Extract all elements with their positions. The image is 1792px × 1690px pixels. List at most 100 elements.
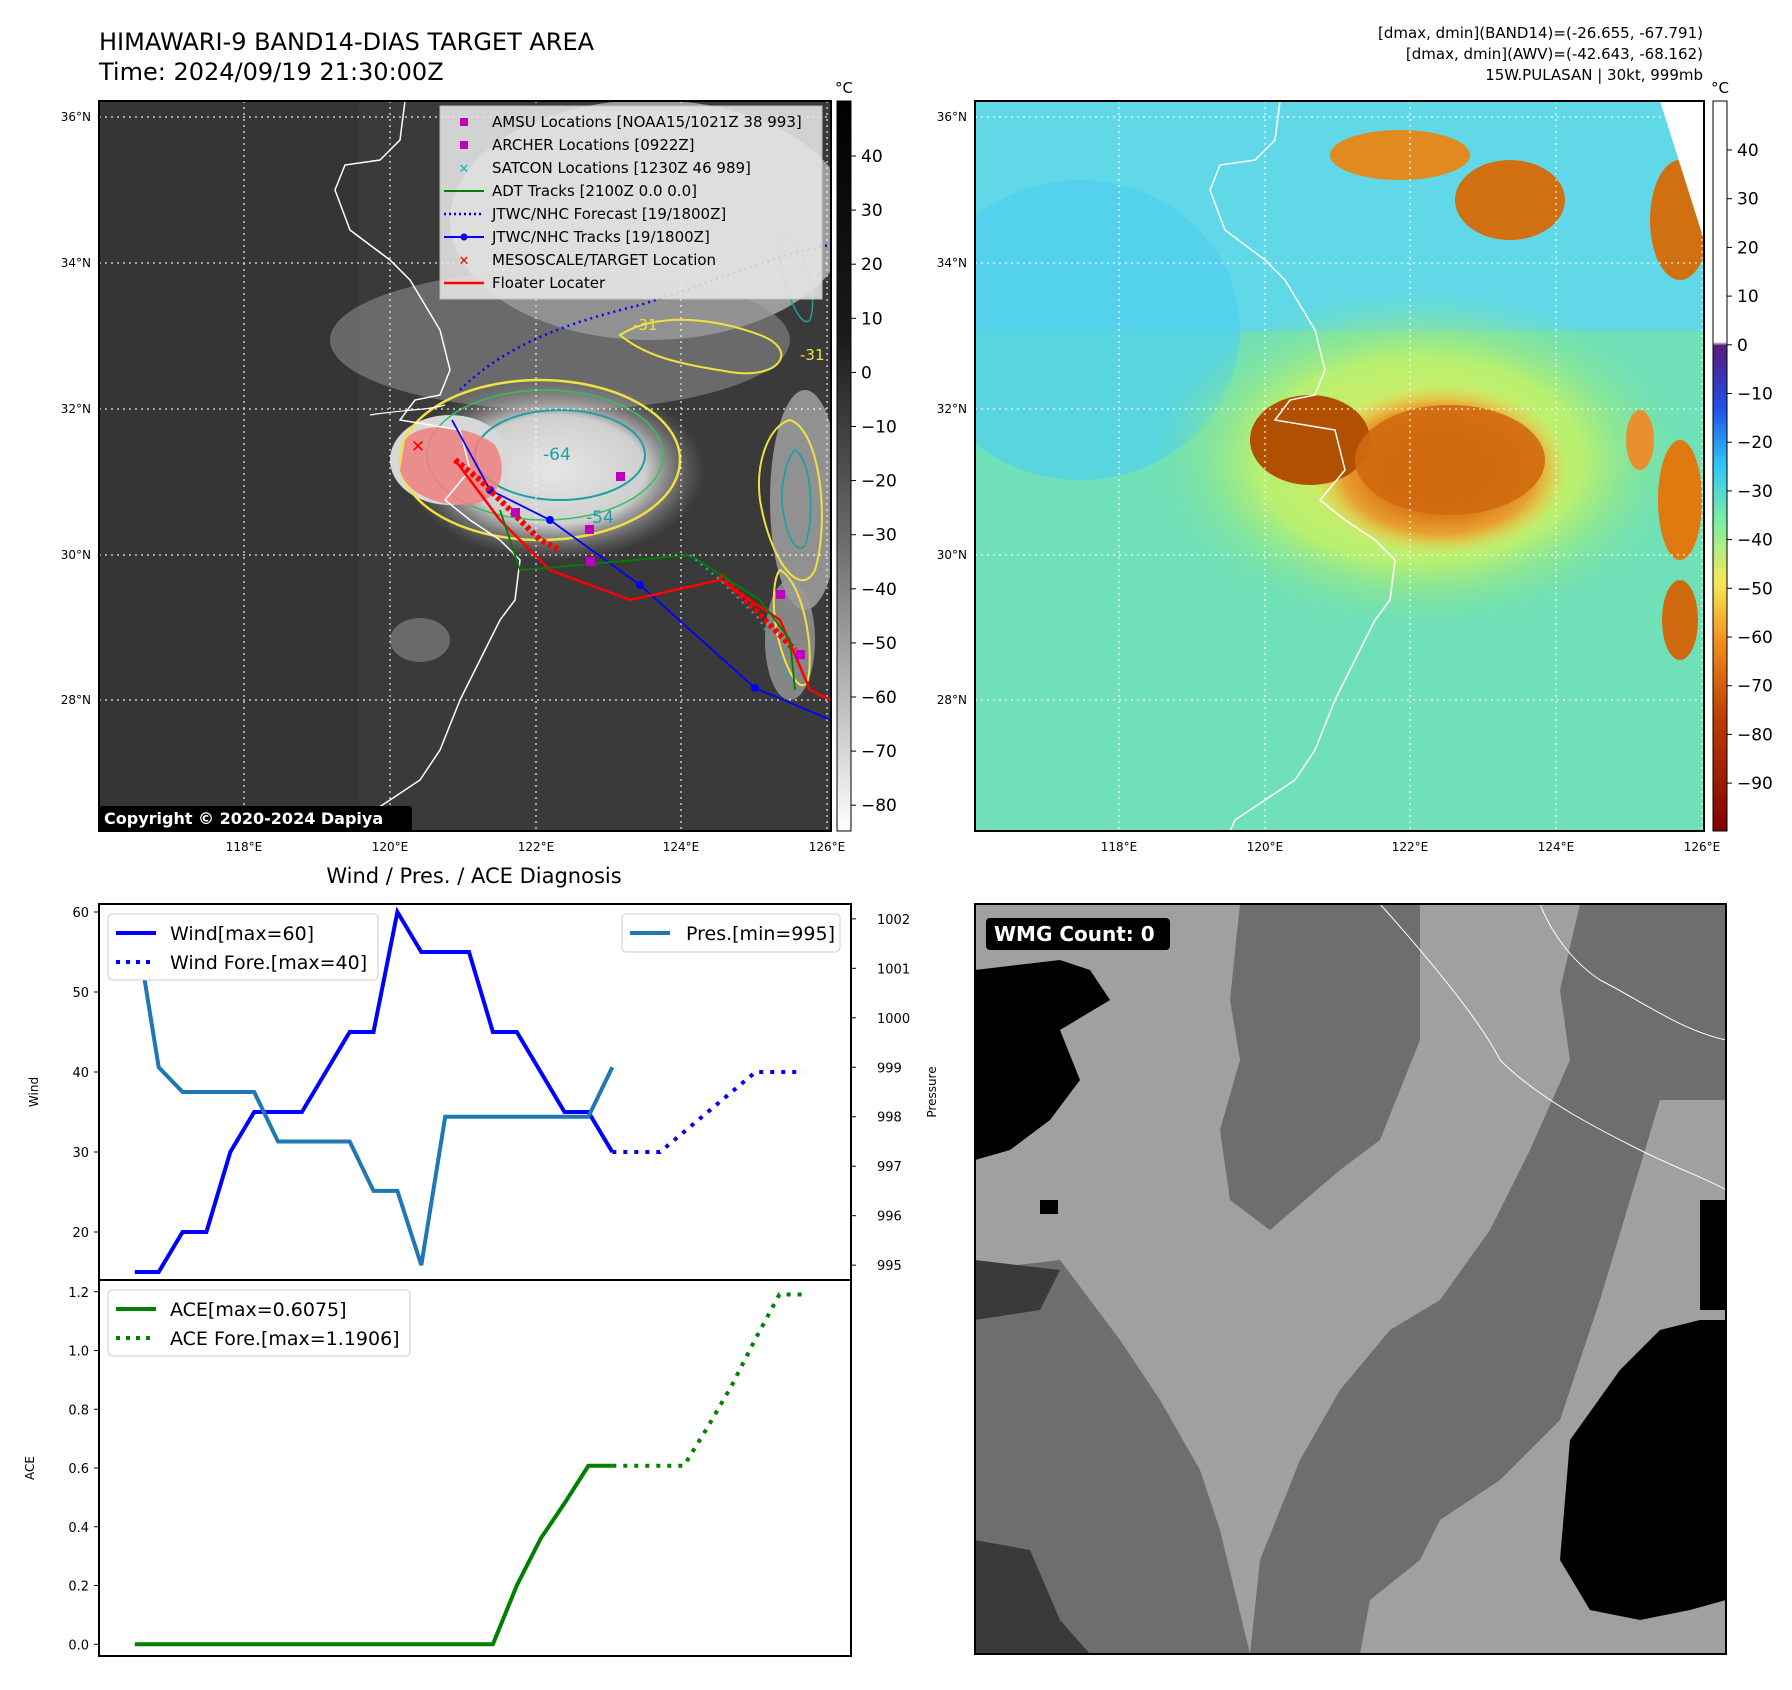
ace-tick-label: 0.6 xyxy=(68,1462,89,1477)
wmg-count-box xyxy=(986,918,1170,950)
contour-label: -31 xyxy=(800,346,825,364)
colorbar-tick-label: 10 xyxy=(861,309,883,329)
storm-info: 15W.PULASAN | 30kt, 999mb xyxy=(1485,66,1703,84)
pressure-tick-label: 1002 xyxy=(877,913,910,928)
amsu-marker xyxy=(776,590,785,599)
legend-icon-satcon: ✕ xyxy=(459,162,470,177)
lon-label: 126°E xyxy=(1684,840,1721,854)
wmg-coast-line-2 xyxy=(1539,904,1726,1041)
legend-label: ADT Tracks [2100Z 0.0 0.0] xyxy=(492,182,697,200)
color-storm-west xyxy=(1250,395,1370,485)
colorbar-tick-label: −50 xyxy=(861,634,897,654)
wind-line xyxy=(134,906,615,1274)
map-legend: ✕ ✕ AMSU Locations [NOAA15/1021Z 38 993]… xyxy=(439,105,823,300)
legend-label: JTWC/NHC Tracks [19/1800Z] xyxy=(491,228,710,246)
colorbar-tick-label: −40 xyxy=(861,580,897,600)
colorbar-tick-label: 40 xyxy=(861,147,883,167)
lon-label: 120°E xyxy=(1247,840,1284,854)
lon-label: 122°E xyxy=(518,840,555,854)
wind-forecast-legend-label: Wind Fore.[max=40] xyxy=(170,952,367,974)
lon-label: 118°E xyxy=(1101,840,1138,854)
pressure-line xyxy=(132,918,615,1266)
wmg-darker-sw xyxy=(975,1540,1090,1654)
jtwc-track xyxy=(451,419,831,721)
colorbar-tick-label: 30 xyxy=(1737,190,1759,210)
colorbar-tick-label: −80 xyxy=(1737,725,1773,745)
ir-map-frame xyxy=(98,100,832,832)
wind-tick-label: 40 xyxy=(72,1066,89,1081)
diagnosis-title: Wind / Pres. / ACE Diagnosis xyxy=(326,864,621,888)
ace-tick-label: 0.4 xyxy=(68,1521,89,1536)
ace-legend-label: ACE[max=0.6075] xyxy=(170,1299,347,1321)
colorbar-tick-label: −80 xyxy=(861,796,897,816)
ir-lon-labels: 118°E 120°E 122°E 124°E 126°E xyxy=(226,840,846,854)
ace-tick-label: 0.8 xyxy=(68,1403,89,1418)
pressure-legend-label: Pres.[min=995] xyxy=(686,923,835,945)
colorbar-tick-label: −60 xyxy=(861,688,897,708)
lat-label: 30°N xyxy=(937,548,967,562)
stats-awv: [dmax, dmin](AWV)=(-42.643, -68.162) xyxy=(1406,45,1703,63)
colorbar-tick-label: −40 xyxy=(1737,531,1773,551)
wmg-frame xyxy=(974,903,1727,1655)
floater-dense xyxy=(453,457,562,553)
color-nodata-corner xyxy=(1660,101,1704,240)
colorbar-tick-label: 10 xyxy=(1737,287,1759,307)
legend-icon-archer xyxy=(460,141,468,149)
ir-colorbar-ticks: 40 30 20 10 0 −10 −20 −30 −40 −50 −60 −70 −80 xyxy=(851,147,897,816)
contour-teal-east xyxy=(780,448,812,549)
lon-label: 124°E xyxy=(1538,840,1575,854)
color-colorbar: °C 40 30 20 10 0 −10 −20 −30 −40 −50 −60 −70 −80 −90 xyxy=(1711,79,1773,832)
wmg-black-se xyxy=(1560,1320,1726,1620)
pressure-tick-label: 1001 xyxy=(877,962,910,977)
ace-tick-label: 0.0 xyxy=(68,1638,89,1653)
yangtze-river xyxy=(369,404,446,416)
amsu-marker xyxy=(511,508,520,517)
color-storm-center xyxy=(1355,405,1545,515)
colorbar-tick-label: 0 xyxy=(1737,336,1748,356)
wind-legend-label: Wind[max=60] xyxy=(170,923,314,945)
wmg-dark-band-ne xyxy=(1250,904,1726,1654)
lat-label: 34°N xyxy=(937,256,967,270)
wind-tick-label: 30 xyxy=(72,1146,89,1161)
color-colorbar-ticks: 40 30 20 10 0 −10 −20 −30 −40 −50 −60 −70 −80 −90 xyxy=(1727,141,1773,794)
wmg-darker-west xyxy=(975,1260,1060,1320)
color-colorbar-unit: °C xyxy=(1711,79,1729,97)
ir-colorbar: °C 40 30 20 10 0 −10 −20 −30 −40 −50 −60 −70 −80 xyxy=(835,79,897,832)
contour-yellow-east xyxy=(758,418,823,582)
pressure-tick-label: 996 xyxy=(877,1210,902,1225)
lat-label: 32°N xyxy=(61,402,91,416)
contour-yellow-storm xyxy=(398,378,682,542)
ace-axis-label: ACE xyxy=(23,1456,37,1480)
jtwc-track-points xyxy=(486,486,759,692)
amsu-marker xyxy=(616,472,625,481)
color-band-east xyxy=(1658,440,1702,560)
pressure-legend-box xyxy=(621,913,841,953)
ace-tick-label: 1.2 xyxy=(68,1286,89,1301)
pressure-tick-label: 998 xyxy=(877,1111,902,1126)
lat-label: 28°N xyxy=(937,693,967,707)
lat-label: 30°N xyxy=(61,548,91,562)
stats-band14: [dmax, dmin](BAND14)=(-26.655, -67.791) xyxy=(1378,24,1703,42)
legend-icon-amsu xyxy=(460,118,468,126)
wmg-black-dot xyxy=(1040,1200,1058,1214)
floater-locator xyxy=(454,459,831,702)
color-map-panel xyxy=(975,101,1704,831)
contour-yellow-north xyxy=(618,318,783,375)
ace-line xyxy=(134,1463,613,1647)
ir-lat-labels: 36°N 34°N 32°N 30°N 28°N xyxy=(61,110,91,707)
ace-legend-box xyxy=(107,1289,411,1357)
contour-label: -31 xyxy=(633,316,658,334)
target-x-marker: ✕ xyxy=(411,437,425,457)
map-title: HIMAWARI-9 BAND14-DIAS TARGET AREA xyxy=(99,28,595,56)
legend-icon-jtwc-dot xyxy=(460,233,468,241)
contour-yellow-se xyxy=(772,568,811,687)
track-point xyxy=(636,581,644,589)
color-map-frame xyxy=(974,100,1705,832)
amsu-marker xyxy=(586,557,595,566)
wmg-coast-line xyxy=(1379,904,1726,1191)
color-gridlines xyxy=(975,101,1704,831)
lat-label: 32°N xyxy=(937,402,967,416)
pressure-axis-label: Pressure xyxy=(925,1066,939,1117)
color-band-se xyxy=(1662,580,1698,660)
